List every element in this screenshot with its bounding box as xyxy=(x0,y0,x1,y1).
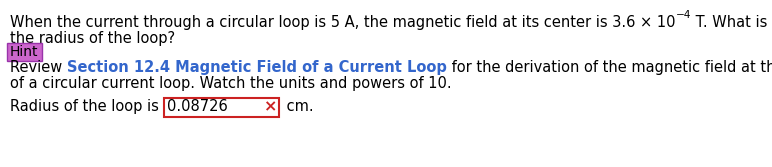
FancyBboxPatch shape xyxy=(164,98,279,117)
FancyBboxPatch shape xyxy=(7,43,42,61)
Text: 0.08726: 0.08726 xyxy=(168,99,229,114)
Text: Section 12.4 Magnetic Field of a Current Loop: Section 12.4 Magnetic Field of a Current… xyxy=(67,60,447,75)
Text: Review: Review xyxy=(10,60,67,75)
Text: for the derivation of the magnetic field at the center: for the derivation of the magnetic field… xyxy=(447,60,772,75)
Text: the radius of the loop?: the radius of the loop? xyxy=(10,31,175,46)
Text: Hint: Hint xyxy=(10,45,39,59)
Text: of a circular current loop. Watch the units and powers of 10.: of a circular current loop. Watch the un… xyxy=(10,76,452,91)
Text: ×: × xyxy=(265,99,278,114)
Text: T. What is: T. What is xyxy=(691,15,767,30)
Text: Radius of the loop is: Radius of the loop is xyxy=(10,99,164,114)
Text: −4: −4 xyxy=(676,10,691,20)
Text: cm.: cm. xyxy=(283,99,314,114)
Text: When the current through a circular loop is 5 A, the magnetic field at its cente: When the current through a circular loop… xyxy=(10,15,675,30)
